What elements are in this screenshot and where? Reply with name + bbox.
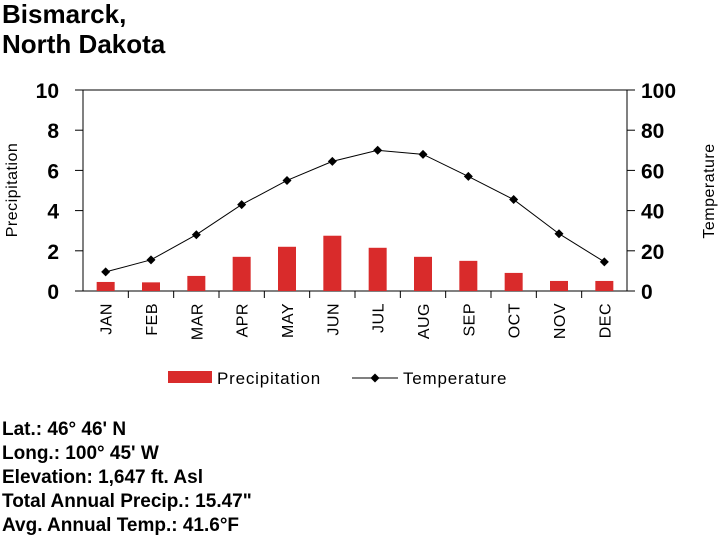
y-left-tick-label: 6 [47,160,59,183]
x-tick-label: JUN [325,303,342,336]
plot-frame [82,89,628,292]
legend-temp-marker [370,373,380,383]
temperature-point [237,200,247,210]
precip-bar [232,256,251,291]
x-tick-label: APR [235,303,252,337]
precip-bar [459,260,478,291]
y-right-tick-label: 40 [641,201,664,224]
x-tick-label: SEP [461,303,478,337]
temperature-point [146,255,156,265]
x-tick-label: JAN [99,303,116,335]
y-left-tick-label: 10 [36,80,59,103]
precip-bar [323,235,342,291]
precip-bar [278,246,296,291]
temperature-point [463,171,473,181]
x-tick-label: DEC [597,303,614,338]
temperature-point [191,230,201,240]
precip-bar [414,256,432,291]
temperature-point [282,175,292,185]
precip-bar [550,280,568,291]
y-left-tick-label: 2 [47,241,59,264]
x-tick-label: OCT [507,303,524,338]
x-tick-label: AUG [416,303,433,339]
annual-temp-text: Avg. Annual Temp.: 41.6°F [2,515,240,536]
x-tick-label: JUL [371,303,388,333]
x-tick-label: FEB [144,303,161,336]
chart-title-city: Bismarck, [2,0,127,29]
precip-bar [142,282,160,291]
precip-bar [504,272,523,291]
temperature-point [327,156,337,166]
elevation-text: Elevation: 1,647 ft. Asl [2,467,203,488]
longitude-text: Long.: 100° 45' W [2,443,159,464]
temperature-line [105,149,605,273]
chart-title-state: North Dakota [2,29,166,59]
station-stats: Lat.: 46° 46' N Long.: 100° 45' W Elevat… [2,418,252,538]
latitude-text: Lat.: 46° 46' N [2,419,127,440]
y-right-tick-label: 20 [641,241,664,264]
y-left-axis-label: Precipitation [4,143,21,238]
annual-precip-text: Total Annual Precip.: 15.47" [2,491,252,512]
y-right-tick-label: 100 [641,80,676,103]
x-tick-label: MAY [280,303,297,338]
y-left-tick-label: 4 [47,201,59,224]
legend-precip-swatch [168,371,212,383]
temperature-point [418,149,428,159]
temperature-point [373,145,383,155]
temperature-point [554,229,564,239]
y-left-tick-label: 0 [47,281,59,304]
precip-bar [96,281,115,291]
legend-precip-label: Precipitation [217,369,321,388]
temperature-point [599,257,609,267]
temperature-point [101,267,111,277]
x-tick-label: NOV [552,303,569,339]
temperature-point [509,195,519,205]
y-right-tick-label: 60 [641,160,664,183]
y-right-tick-label: 0 [641,281,653,304]
legend-temp-label: Temperature [403,369,507,388]
precip-bar [187,275,206,291]
y-right-axis-label: Temperature [701,143,718,238]
y-right-tick-label: 80 [641,120,664,143]
precip-bar [368,247,387,291]
y-left-tick-label: 8 [47,120,59,143]
precip-bar [595,280,614,291]
x-tick-label: MAR [189,303,206,340]
